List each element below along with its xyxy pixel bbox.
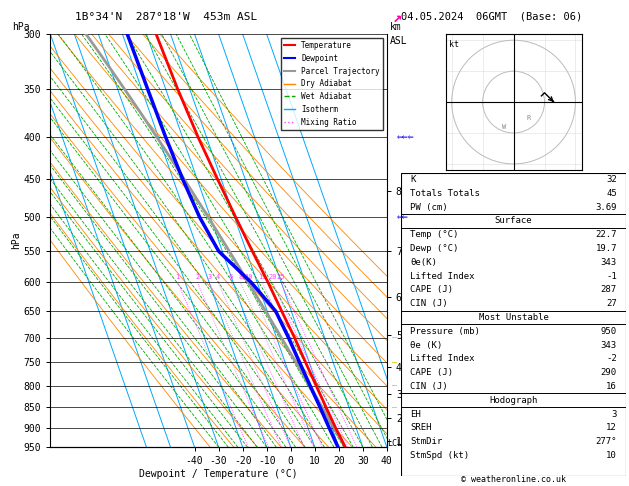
Text: kt: kt [448, 40, 459, 49]
Text: θe(K): θe(K) [410, 258, 437, 267]
Text: 15: 15 [258, 275, 267, 280]
Text: PW (cm): PW (cm) [410, 203, 448, 211]
Text: 287: 287 [601, 285, 617, 295]
Text: ⇐⇐: ⇐⇐ [396, 212, 408, 222]
Text: —: — [392, 358, 397, 367]
Text: CAPE (J): CAPE (J) [410, 368, 454, 377]
Text: © weatheronline.co.uk: © weatheronline.co.uk [461, 474, 566, 484]
Text: ASL: ASL [390, 36, 408, 46]
Text: 1: 1 [175, 275, 180, 280]
Text: -1: -1 [606, 272, 617, 280]
Text: 12: 12 [606, 423, 617, 433]
Text: StmDir: StmDir [410, 437, 443, 446]
Text: Totals Totals: Totals Totals [410, 189, 480, 198]
Text: 1B°34'N  287°18'W  453m ASL: 1B°34'N 287°18'W 453m ASL [75, 12, 258, 22]
Text: 32: 32 [606, 175, 617, 184]
Text: 290: 290 [601, 368, 617, 377]
Text: 10: 10 [606, 451, 617, 460]
Text: 6: 6 [229, 275, 233, 280]
Text: 16: 16 [606, 382, 617, 391]
Text: 45: 45 [606, 189, 617, 198]
Text: 3.69: 3.69 [596, 203, 617, 211]
Text: 20: 20 [269, 275, 277, 280]
Text: 4: 4 [216, 275, 220, 280]
Text: 277°: 277° [596, 437, 617, 446]
Text: 343: 343 [601, 258, 617, 267]
Text: SREH: SREH [410, 423, 431, 433]
Text: CIN (J): CIN (J) [410, 382, 448, 391]
Text: CIN (J): CIN (J) [410, 299, 448, 308]
Text: 25: 25 [277, 275, 285, 280]
Text: EH: EH [410, 410, 421, 418]
Text: ⇐⇐⇐: ⇐⇐⇐ [396, 132, 414, 142]
Text: Temp (°C): Temp (°C) [410, 230, 459, 239]
Text: km: km [390, 21, 402, 32]
Text: 343: 343 [601, 341, 617, 349]
Text: —: — [392, 381, 397, 390]
Text: Surface: Surface [495, 216, 532, 226]
Y-axis label: Mixing Ratio (g/kg): Mixing Ratio (g/kg) [443, 193, 452, 288]
Text: 950: 950 [601, 327, 617, 336]
Text: 19.7: 19.7 [596, 244, 617, 253]
Text: -2: -2 [606, 354, 617, 364]
Text: 10: 10 [244, 275, 252, 280]
Text: Lifted Index: Lifted Index [410, 272, 475, 280]
Text: K: K [410, 175, 416, 184]
X-axis label: Dewpoint / Temperature (°C): Dewpoint / Temperature (°C) [139, 469, 298, 479]
Text: Most Unstable: Most Unstable [479, 313, 548, 322]
Legend: Temperature, Dewpoint, Parcel Trajectory, Dry Adiabat, Wet Adiabat, Isotherm, Mi: Temperature, Dewpoint, Parcel Trajectory… [281, 38, 383, 130]
Text: 3: 3 [207, 275, 211, 280]
Text: W: W [502, 124, 506, 130]
Text: 2: 2 [195, 275, 199, 280]
Text: Hodograph: Hodograph [489, 396, 538, 405]
Text: 8: 8 [238, 275, 243, 280]
Text: hPa: hPa [13, 21, 30, 32]
Text: θe (K): θe (K) [410, 341, 443, 349]
Text: Dewp (°C): Dewp (°C) [410, 244, 459, 253]
Text: 27: 27 [606, 299, 617, 308]
Text: —: — [392, 403, 397, 412]
Text: Lifted Index: Lifted Index [410, 354, 475, 364]
Text: R: R [527, 115, 531, 121]
Text: LCL: LCL [387, 439, 403, 448]
Text: —: — [392, 333, 397, 342]
Text: ↗: ↗ [393, 9, 403, 24]
Text: Pressure (mb): Pressure (mb) [410, 327, 480, 336]
Text: 3: 3 [611, 410, 617, 418]
Y-axis label: hPa: hPa [11, 232, 21, 249]
Text: 22.7: 22.7 [596, 230, 617, 239]
Text: StmSpd (kt): StmSpd (kt) [410, 451, 469, 460]
Text: CAPE (J): CAPE (J) [410, 285, 454, 295]
Text: 04.05.2024  06GMT  (Base: 06): 04.05.2024 06GMT (Base: 06) [401, 12, 582, 22]
